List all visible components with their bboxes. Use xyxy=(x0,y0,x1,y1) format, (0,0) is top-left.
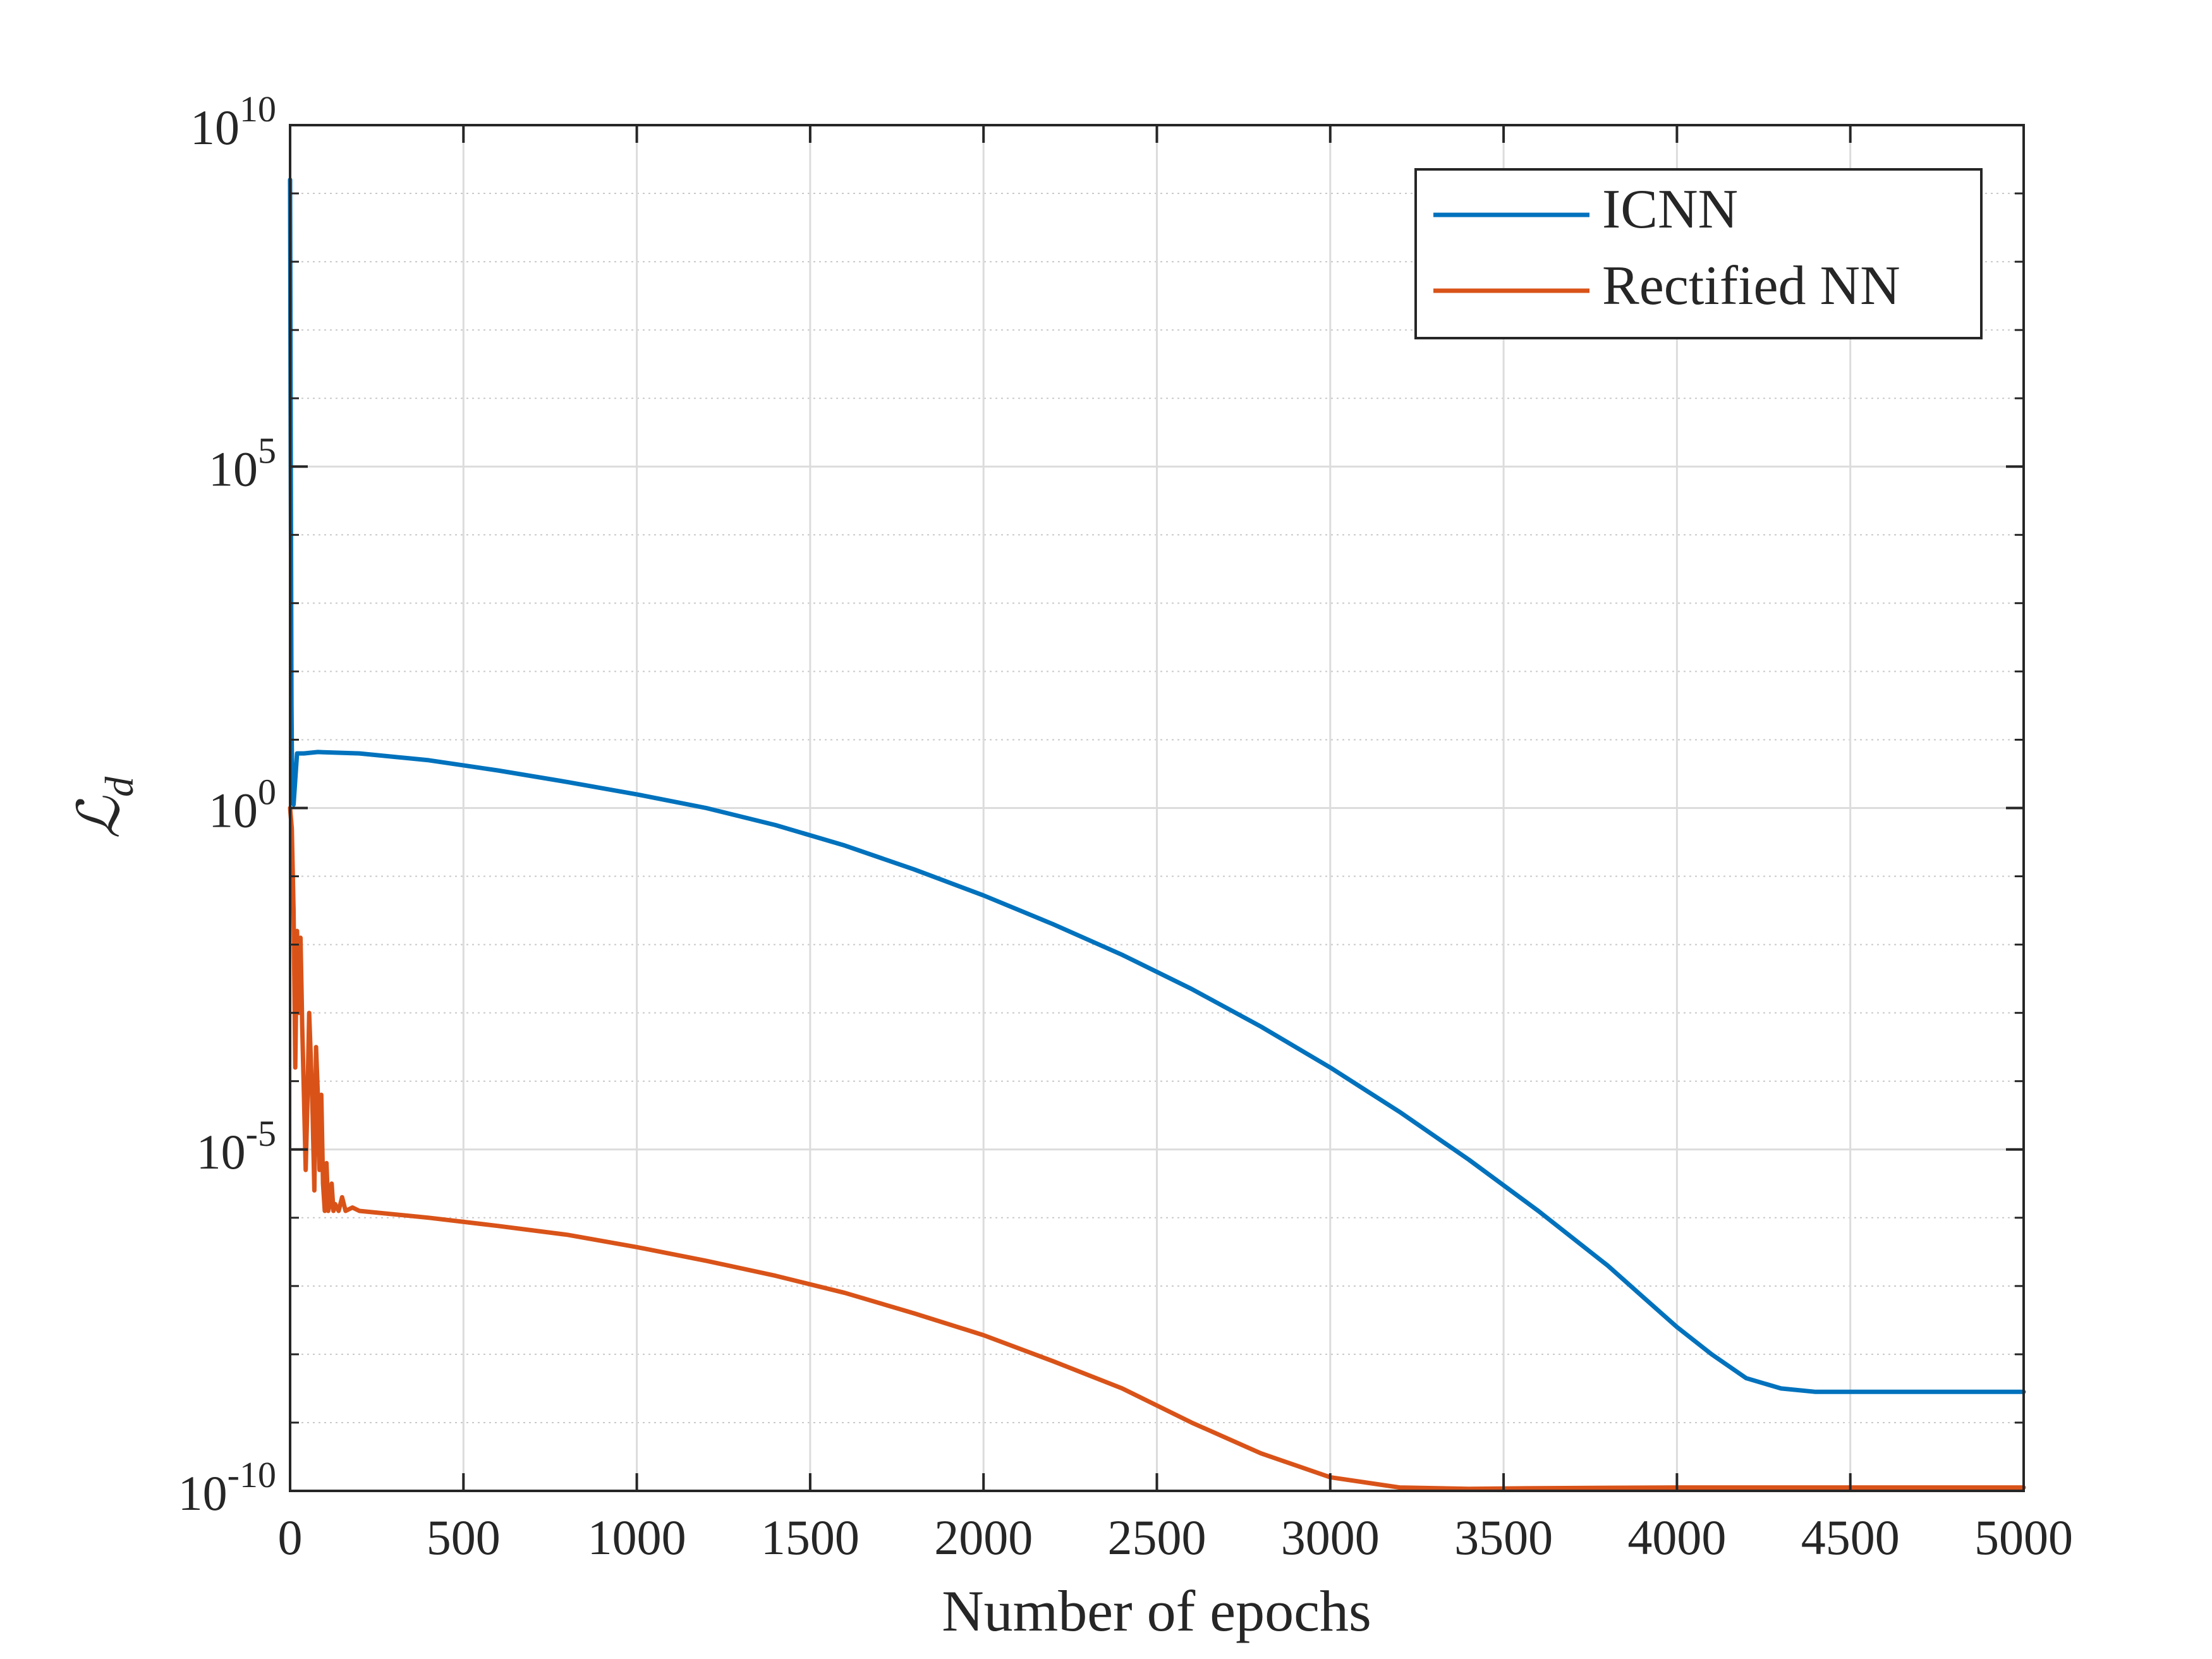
y-tick-label: 1010 xyxy=(190,88,276,155)
x-tick-label: 1000 xyxy=(588,1510,686,1565)
series-line-rectified-nn xyxy=(288,806,2026,1492)
x-tick-label: 2000 xyxy=(934,1510,1033,1565)
x-tick-label: 3500 xyxy=(1454,1510,1553,1565)
y-tick-label: 105 xyxy=(209,430,276,496)
x-tick-label: 0 xyxy=(278,1510,303,1565)
axis-ticks xyxy=(289,124,2025,1492)
x-tick-label: 4000 xyxy=(1627,1510,1726,1565)
series-lines xyxy=(288,177,2026,1492)
x-tick-label: 5000 xyxy=(1974,1510,2073,1565)
y-axis-label: ℒd xyxy=(67,776,142,839)
series-line-icnn xyxy=(288,177,2026,1394)
x-axis-label: Number of epochs xyxy=(942,1579,1371,1643)
x-tick-label: 4500 xyxy=(1801,1510,1900,1565)
y-axis-label-symbol: ℒ xyxy=(67,796,131,839)
y-tick-label: 10-10 xyxy=(178,1454,276,1521)
legend: ICNN Rectified NN xyxy=(1414,168,1983,339)
x-tick-labels: 0 500 1000 1500 2000 2500 3000 3500 4000 4500 5000 xyxy=(278,1510,2074,1565)
legend-box xyxy=(1414,168,1983,339)
y-tick-label: 10-5 xyxy=(197,1113,276,1179)
legend-label-icnn: ICNN xyxy=(1602,179,1738,240)
x-tick-label: 500 xyxy=(427,1510,501,1565)
grid-lines xyxy=(290,125,2024,1491)
legend-label-rectified-nn: Rectified NN xyxy=(1602,255,1900,317)
x-tick-label: 3000 xyxy=(1281,1510,1380,1565)
y-tick-label: 100 xyxy=(209,772,276,838)
y-tick-labels: 1010 105 100 10-5 10-10 xyxy=(178,88,276,1521)
x-tick-label: 1500 xyxy=(761,1510,860,1565)
x-tick-label: 2500 xyxy=(1108,1510,1206,1565)
y-axis-label-subscript: d xyxy=(97,776,142,797)
